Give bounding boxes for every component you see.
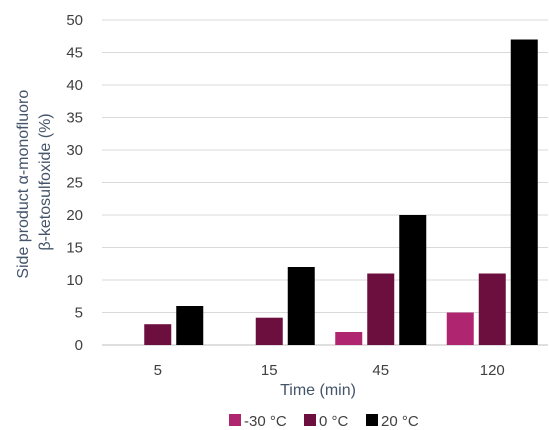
y-axis-title-line-2: β-ketosulfoxide (%) [37, 113, 54, 250]
bar [367, 273, 395, 345]
legend-swatch [304, 414, 316, 426]
legend-label: -30 °C [244, 413, 287, 430]
y-tick-label: 25 [66, 175, 83, 192]
bars [144, 39, 538, 345]
legend-label: 20 °C [381, 413, 419, 430]
x-tick-label: 5 [154, 362, 162, 379]
y-tick-label: 10 [66, 272, 83, 289]
x-axis-title: Time (min) [280, 382, 356, 399]
legend-swatch [229, 414, 241, 426]
y-axis-ticks: 0 5 10 15 20 25 30 35 40 45 50 [66, 12, 83, 354]
y-tick-label: 35 [66, 110, 83, 127]
bar [144, 324, 172, 345]
bar [176, 306, 204, 345]
legend-label: 0 °C [319, 413, 349, 430]
bar [446, 312, 474, 345]
x-axis-ticks: 5 15 45 120 [154, 362, 505, 379]
x-tick-label: 15 [261, 362, 278, 379]
legend-swatch [366, 414, 378, 426]
bar [255, 317, 283, 345]
bar [478, 273, 506, 345]
bar [287, 267, 315, 345]
y-tick-label: 30 [66, 142, 83, 159]
y-tick-label: 5 [75, 305, 83, 322]
y-tick-label: 20 [66, 207, 83, 224]
x-tick-label: 45 [372, 362, 389, 379]
y-tick-label: 15 [66, 240, 83, 257]
y-tick-label: 50 [66, 12, 83, 29]
y-tick-label: 0 [75, 337, 83, 354]
y-axis-title-line-1: Side product α-monofluoro [15, 90, 32, 279]
x-tick-label: 120 [480, 362, 505, 379]
y-tick-label: 40 [66, 77, 83, 94]
y-axis-title: Side product α-monofluoro β-ketosulfoxid… [15, 85, 54, 278]
y-tick-label: 45 [66, 45, 83, 62]
bar [510, 39, 538, 345]
bar [335, 332, 363, 345]
bar [399, 215, 427, 345]
legend: -30 °C 0 °C 20 °C [229, 413, 419, 430]
